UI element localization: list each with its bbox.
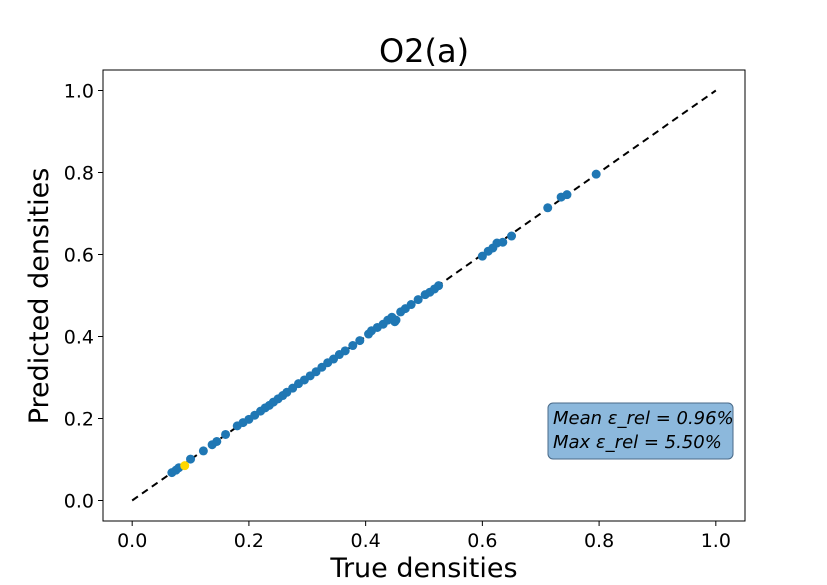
data-point <box>391 315 401 325</box>
data-point <box>406 300 416 310</box>
stats-box-background <box>547 402 734 460</box>
data-point <box>413 295 423 305</box>
y-tick-label: 1.0 <box>64 81 94 103</box>
data-point <box>186 454 196 464</box>
y-tick-label: 0.0 <box>64 491 94 513</box>
x-axis-label: True densities <box>329 553 517 584</box>
identity-reference-line <box>131 89 717 502</box>
data-point <box>198 446 208 456</box>
data-point <box>212 436 222 446</box>
y-tick-label: 0.4 <box>64 327 94 349</box>
data-point <box>348 341 358 351</box>
data-point <box>562 190 572 200</box>
x-tick-label: 0.4 <box>351 530 381 552</box>
y-tick-label: 0.6 <box>64 245 94 267</box>
data-point <box>340 346 350 356</box>
x-tick-label: 0.0 <box>117 530 147 552</box>
data-point <box>355 336 365 346</box>
x-tick-label: 0.8 <box>584 530 614 552</box>
y-tick-label: 0.2 <box>64 409 94 431</box>
x-tick-label: 0.6 <box>467 530 497 552</box>
data-point <box>591 169 601 179</box>
y-axis-label: Predicted densities <box>24 168 55 425</box>
chart-title: O2(a) <box>379 32 469 70</box>
stats-max-text: Max ε_rel = 5.50% <box>553 432 722 453</box>
data-point <box>221 429 231 439</box>
stats-mean-text: Mean ε_rel = 0.96% <box>553 408 734 429</box>
x-tick-label: 1.0 <box>701 530 731 552</box>
data-point <box>498 237 508 247</box>
stats-box: Mean ε_rel = 0.96% Max ε_rel = 5.50% <box>547 402 734 460</box>
y-tick-label: 0.8 <box>64 163 94 185</box>
x-tick-label: 0.2 <box>234 530 264 552</box>
data-point <box>434 281 444 291</box>
data-point <box>543 203 553 213</box>
data-point <box>180 461 190 471</box>
data-point <box>507 231 517 241</box>
